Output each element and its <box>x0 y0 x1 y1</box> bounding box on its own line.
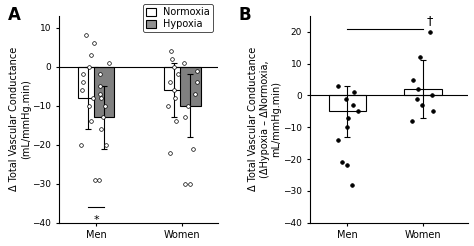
Point <box>181 182 189 186</box>
Point <box>344 125 351 129</box>
Point <box>91 178 99 182</box>
Point <box>171 88 178 92</box>
Point <box>172 96 179 100</box>
Point <box>349 103 356 107</box>
Point <box>426 30 434 34</box>
Point <box>174 73 182 77</box>
Point <box>189 147 197 151</box>
Legend: Normoxia, Hypoxia: Normoxia, Hypoxia <box>143 4 213 32</box>
Bar <box>328 95 366 111</box>
Point <box>80 80 87 84</box>
Point <box>193 80 201 84</box>
Point <box>82 33 90 37</box>
Point <box>181 115 189 119</box>
Bar <box>180 67 201 106</box>
Point <box>345 116 352 120</box>
Point <box>418 103 426 107</box>
Text: A: A <box>8 5 21 24</box>
Y-axis label: Δ Total Vascular Conductance
(ΔHypoxia – ΔNormoxia,
mL/mmHg.min): Δ Total Vascular Conductance (ΔHypoxia –… <box>248 47 282 191</box>
Bar <box>78 67 98 98</box>
Point <box>350 90 357 94</box>
Point <box>88 53 95 57</box>
Point <box>428 93 436 97</box>
Point <box>334 138 342 142</box>
Y-axis label: Δ Total Vascular Conductance
(mL/mmHg.min): Δ Total Vascular Conductance (mL/mmHg.mi… <box>9 47 31 191</box>
Point <box>417 55 424 59</box>
Point <box>101 104 109 108</box>
Text: *: * <box>93 215 99 225</box>
Point <box>355 109 362 113</box>
Point <box>167 49 175 53</box>
Point <box>414 87 422 91</box>
Point <box>348 183 356 186</box>
Point <box>100 115 107 119</box>
Point <box>172 119 180 123</box>
Point <box>166 80 174 84</box>
Point <box>86 65 93 69</box>
Point <box>338 160 346 164</box>
Point <box>78 88 86 92</box>
Point <box>98 127 105 131</box>
Point <box>96 73 104 77</box>
Point <box>342 97 350 101</box>
Point <box>334 84 342 88</box>
Point <box>193 69 201 73</box>
Text: B: B <box>238 5 251 24</box>
Point <box>78 143 85 147</box>
Bar <box>164 67 184 90</box>
Point <box>166 151 173 154</box>
Point <box>96 92 104 96</box>
Point <box>186 182 193 186</box>
Point <box>91 41 98 45</box>
Point <box>410 77 417 81</box>
Point <box>80 73 87 77</box>
Point <box>409 119 416 123</box>
Point <box>96 84 103 88</box>
Point <box>170 65 177 69</box>
Point <box>184 104 191 108</box>
Point <box>344 164 351 168</box>
Point <box>87 119 95 123</box>
Point <box>181 61 188 65</box>
Text: †: † <box>427 14 433 27</box>
Point <box>105 61 113 65</box>
Point <box>164 104 172 108</box>
Point <box>102 143 109 147</box>
Point <box>429 109 437 113</box>
Bar <box>94 67 114 117</box>
Point <box>86 104 93 108</box>
Point <box>98 96 105 100</box>
Bar <box>404 89 442 95</box>
Point <box>191 92 199 96</box>
Point <box>413 97 420 101</box>
Point <box>95 178 103 182</box>
Point <box>90 96 97 100</box>
Point <box>169 57 176 61</box>
